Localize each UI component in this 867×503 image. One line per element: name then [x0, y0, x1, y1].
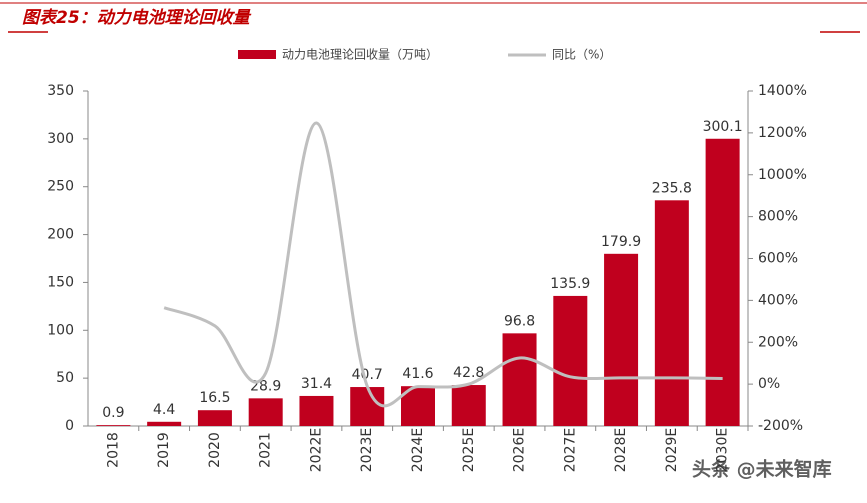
x-tick-label: 2020 — [207, 432, 223, 468]
data-label: 0.9 — [102, 405, 124, 421]
chart-title: 图表25：动力电池理论回收量 — [22, 8, 252, 28]
x-tick-label: 2021 — [258, 432, 274, 468]
bar — [350, 387, 385, 426]
x-tick-label: 2023E — [359, 428, 375, 472]
x-tick-label: 2027E — [562, 428, 578, 472]
x-tick-label: 2022E — [308, 428, 324, 472]
bar — [147, 421, 182, 426]
data-label: 300.1 — [703, 119, 743, 135]
legend-swatch — [238, 50, 276, 59]
data-label: 235.8 — [652, 180, 692, 196]
bar — [451, 385, 486, 426]
data-label: 135.9 — [550, 276, 590, 292]
bar — [654, 200, 689, 426]
y2-tick-label: 400% — [758, 292, 798, 308]
y2-tick-label: 1000% — [758, 167, 807, 183]
y-tick-label: 350 — [47, 83, 74, 99]
data-label: 96.8 — [504, 313, 535, 329]
data-label: 31.4 — [301, 376, 332, 392]
data-label: 4.4 — [153, 402, 175, 418]
y2-tick-label: 1400% — [758, 83, 807, 99]
x-tick-label: 2024E — [410, 428, 426, 472]
legend-label: 同比（%） — [552, 48, 611, 62]
x-tick-label: 2018 — [105, 432, 121, 468]
y-tick-label: 0 — [65, 418, 74, 434]
data-label: 40.7 — [352, 367, 383, 383]
y-tick-label: 300 — [47, 131, 74, 147]
y2-tick-label: 200% — [758, 334, 798, 350]
y-tick-label: 150 — [47, 274, 74, 290]
bar — [604, 253, 639, 426]
data-label: 16.5 — [199, 390, 230, 406]
y-tick-label: 50 — [56, 370, 74, 386]
y-tick-label: 250 — [47, 179, 74, 195]
bar — [197, 410, 232, 426]
y-tick-label: 100 — [47, 322, 74, 338]
x-tick-label: 2030E — [715, 428, 731, 472]
y-tick-label: 200 — [47, 227, 74, 243]
line — [163, 121, 723, 408]
y2-tick-label: 1200% — [758, 125, 807, 141]
data-label: 179.9 — [601, 234, 641, 250]
y2-tick-label: 800% — [758, 209, 798, 225]
x-tick-label: 2026E — [512, 428, 528, 472]
data-label: 41.6 — [402, 366, 433, 382]
x-tick-label: 2028E — [613, 428, 629, 472]
y2-tick-label: 600% — [758, 251, 798, 267]
y2-tick-label: -200% — [758, 418, 803, 434]
bar — [96, 425, 131, 426]
bar — [502, 333, 537, 426]
x-tick-label: 2025E — [461, 428, 477, 472]
y2-tick-label: 0% — [758, 376, 780, 392]
bar — [705, 138, 740, 427]
watermark: 头条 @未来智库 — [692, 458, 832, 481]
legend-label: 动力电池理论回收量（万吨） — [282, 48, 438, 62]
x-tick-label: 2029E — [664, 428, 680, 472]
bar — [553, 295, 588, 426]
data-label: 42.8 — [453, 365, 484, 381]
bar — [299, 395, 334, 426]
bar — [248, 398, 283, 426]
x-tick-label: 2019 — [156, 432, 172, 468]
